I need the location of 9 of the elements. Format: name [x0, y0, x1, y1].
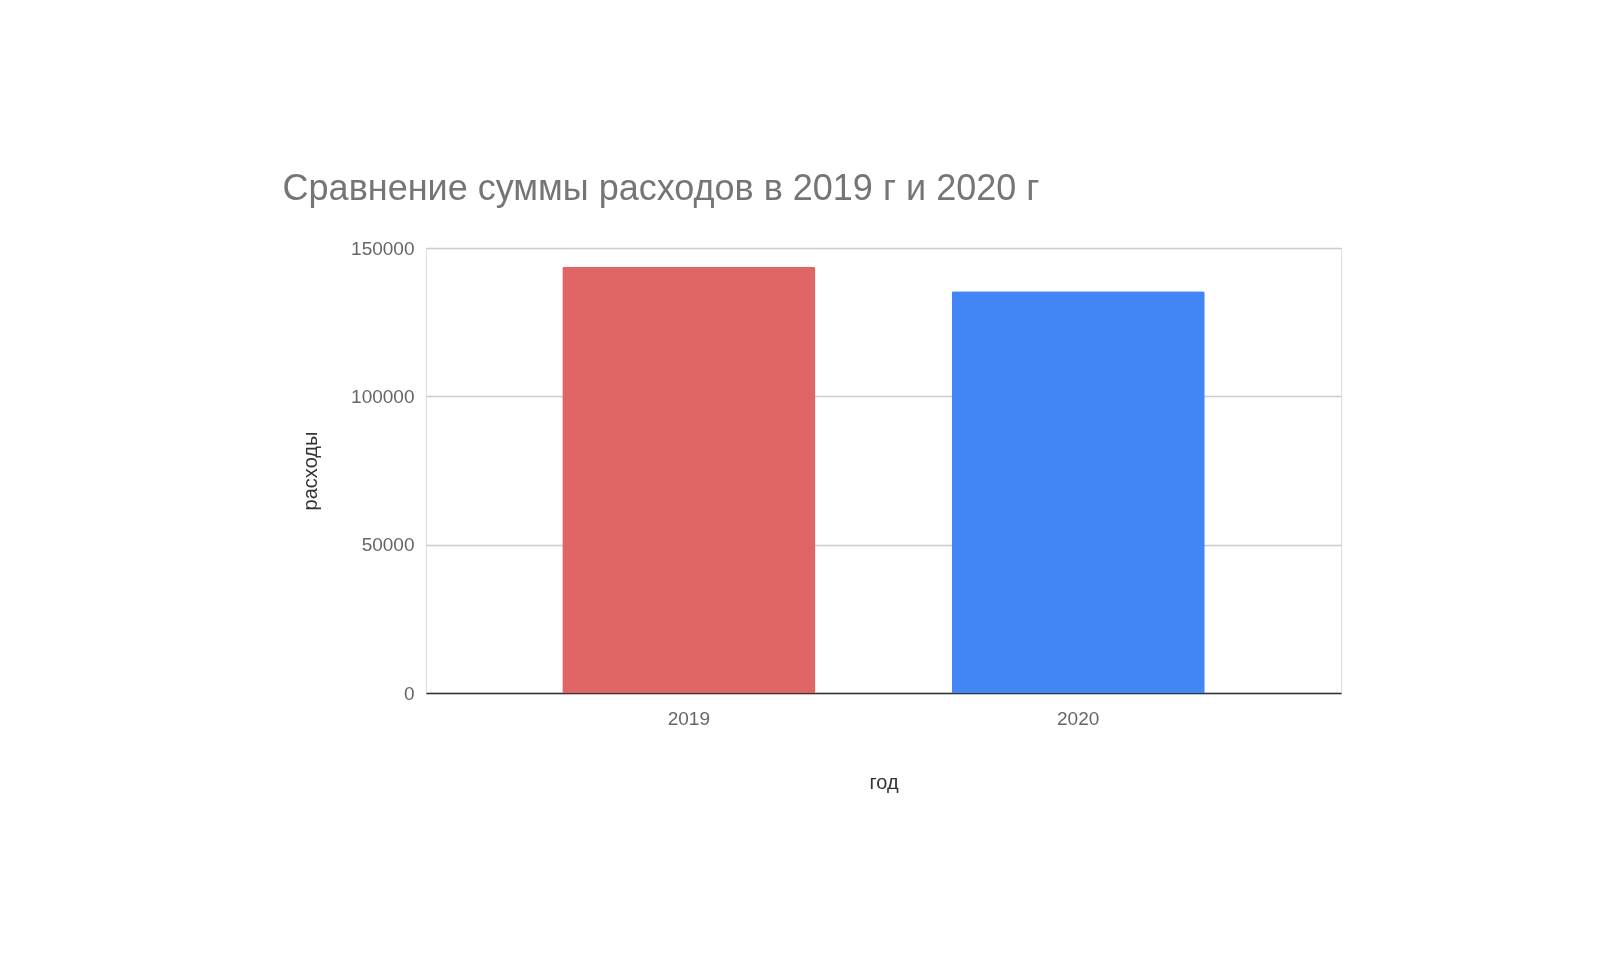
y-tick-label: 50000 [361, 534, 415, 556]
y-tick-label: 0 [403, 682, 415, 704]
chart-title: Сравнение суммы расходов в 2019 г и 2020 г [282, 167, 1040, 208]
y-tick-label: 100000 [351, 385, 415, 407]
x-tick-label: 2020 [1057, 707, 1100, 729]
x-axis-title: год [869, 770, 899, 793]
y-tick-label: 150000 [351, 237, 415, 259]
x-tick-label: 2019 [667, 707, 710, 729]
y-axis-title: расходы [299, 431, 322, 511]
